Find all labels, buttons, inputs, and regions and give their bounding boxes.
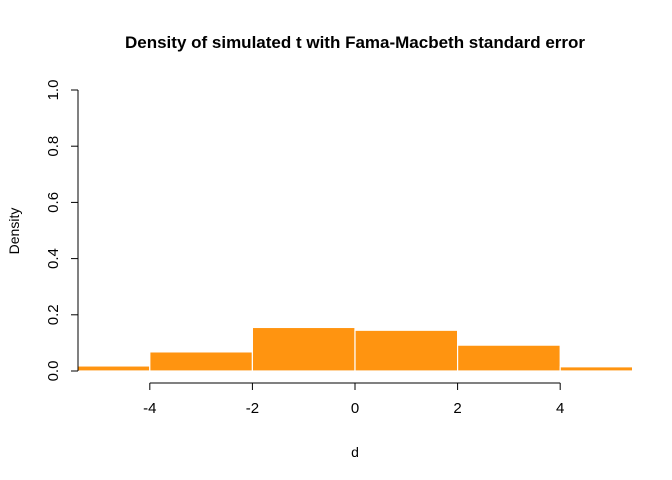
histogram-bar [149,351,254,372]
y-tick-label: 0.4 [45,248,62,269]
x-tick-label: -4 [143,400,156,417]
x-axis-label: d [351,444,359,460]
y-tick-label: 0.6 [45,192,62,213]
histogram-bar [251,326,356,372]
y-tick-label: 1.0 [45,80,62,101]
y-tick-label: 0.8 [45,136,62,157]
chart-title: Density of simulated t with Fama-Macbeth… [125,33,585,52]
y-axis: 0.0 0.2 0.4 0.6 0.8 1.0 [45,80,79,382]
x-tick-label: 4 [556,400,564,417]
histogram-bar [354,329,459,372]
bars-group [78,326,632,372]
x-axis: -4 -2 0 2 4 [143,382,564,417]
x-tick-label: -2 [246,400,259,417]
histogram-bar [456,344,561,372]
x-tick-label: 2 [453,400,461,417]
x-tick-label: 0 [351,400,359,417]
y-tick-label: 0.0 [45,361,62,382]
histogram-bar [559,366,632,372]
y-axis-label: Density [6,208,22,255]
histogram-bar [78,365,151,372]
y-tick-label: 0.2 [45,304,62,325]
